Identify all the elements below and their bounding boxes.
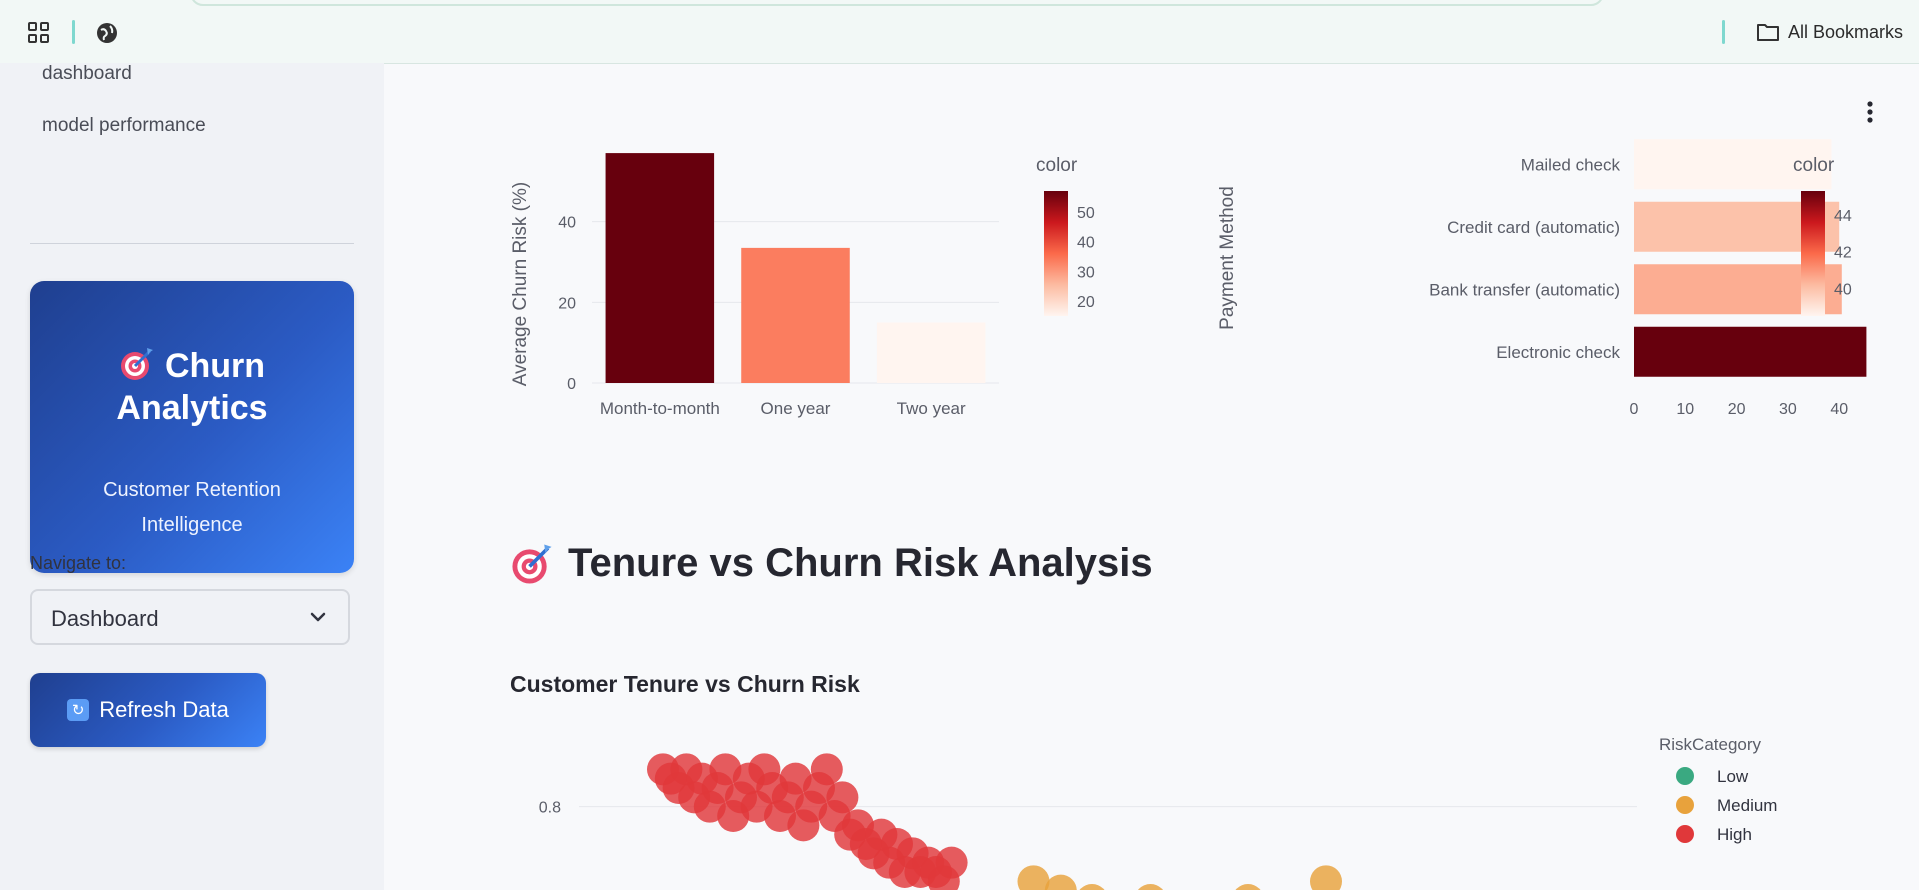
payment-y-axis-title: Payment Method: [1217, 186, 1238, 330]
sidebar-link-model-performance[interactable]: model performance: [42, 115, 206, 136]
payment-category-label: Mailed check: [1521, 155, 1621, 174]
payment-colorbar-tick: 40: [1834, 281, 1852, 298]
brand-title: Churn Analytics: [30, 345, 354, 429]
navigate-select[interactable]: Dashboard: [30, 589, 350, 645]
contract-colorbar-title: color: [1036, 155, 1078, 176]
scatter-chart-title: Customer Tenure vs Churn Risk: [510, 671, 860, 697]
sidebar-divider: [30, 243, 354, 244]
brand-title-line1: Churn: [164, 347, 266, 385]
scatter-legend-label: Medium: [1717, 796, 1777, 815]
refresh-icon: ↻: [67, 699, 90, 721]
refresh-data-label: Refresh Data: [99, 697, 229, 722]
payment-x-tick-label: 40: [1830, 401, 1848, 418]
payment-category-label: Credit card (automatic): [1447, 218, 1620, 237]
globe-icon[interactable]: [94, 20, 120, 46]
all-bookmarks-button[interactable]: All Bookmarks: [1756, 18, 1903, 46]
scatter-point-medium: [1310, 865, 1342, 890]
payment-x-tick-label: 10: [1676, 401, 1694, 418]
payment-colorbar-tick: 42: [1834, 245, 1852, 262]
contract-colorbar-bar: [1044, 191, 1068, 316]
payment-bar: [1634, 139, 1832, 190]
payment-colorbar-bar: [1801, 191, 1825, 316]
scatter-legend-title: RiskCategory: [1659, 735, 1762, 754]
payment-churn-bar-chart: Mailed check Credit card (automatic) Bank …: [1217, 139, 1867, 418]
payment-x-tick-label: 0: [1630, 401, 1639, 418]
brand-subtitle: Customer Retention Intelligence: [30, 473, 354, 543]
scatter-point-high: [810, 753, 843, 786]
more-options-icon[interactable]: [1866, 100, 1874, 124]
sidebar: dashboard model performance Churn Analyt…: [0, 63, 384, 890]
scatter-point-high: [826, 781, 859, 814]
brand-card: Churn Analytics Customer Retention Intel…: [30, 281, 354, 573]
brand-subtitle-line1: Customer Retention: [103, 479, 281, 501]
browser-toolbar: All Bookmarks: [0, 0, 1919, 64]
target-icon: [120, 348, 153, 380]
sidebar-link-dashboard[interactable]: dashboard: [42, 63, 132, 84]
navigate-label: Navigate to:: [30, 553, 127, 573]
payment-bar: [1634, 326, 1867, 377]
chevron-down-icon: [310, 612, 326, 622]
scatter-point-high: [935, 846, 968, 879]
contract-category-label: Two year: [897, 399, 966, 418]
contract-bar: [876, 322, 986, 383]
scatter-legend-label: Low: [1717, 767, 1749, 786]
section-heading: Tenure vs Churn Risk Analysis: [510, 541, 1153, 586]
contract-y-tick-label: 0: [567, 376, 576, 393]
contract-category-label: Month-to-month: [600, 399, 720, 418]
scatter-point-medium: [1235, 884, 1261, 890]
brand-title-line2: Analytics: [116, 389, 268, 427]
payment-category-label: Bank transfer (automatic): [1429, 280, 1620, 299]
contract-colorbar-tick: 50: [1077, 205, 1095, 222]
all-bookmarks-label: All Bookmarks: [1787, 21, 1903, 42]
scatter-legend-label: High: [1717, 825, 1752, 844]
payment-x-tick-label: 30: [1779, 401, 1797, 418]
toolbar-divider: [72, 20, 75, 44]
scatter-legend-marker: [1676, 796, 1694, 814]
refresh-data-button[interactable]: ↻ Refresh Data: [30, 673, 266, 747]
scatter-legend-marker: [1676, 767, 1694, 785]
contract-bar: [605, 153, 715, 383]
scatter-legend-marker: [1676, 825, 1694, 843]
payment-colorbar-tick: 44: [1834, 208, 1852, 225]
contract-bar: [741, 247, 850, 383]
contract-y-tick-label: 40: [558, 215, 576, 232]
scatter-point-medium: [1017, 865, 1050, 890]
contract-category-label: One year: [761, 399, 831, 418]
tenure-churn-scatter-chart: 0.8 RiskCategory Low Medium High: [539, 735, 1777, 890]
toolbar-divider: [1722, 20, 1725, 44]
contract-y-tick-label: 20: [558, 295, 576, 312]
apps-grid-icon[interactable]: [26, 20, 52, 46]
folder-icon: [1756, 24, 1779, 41]
contract-colorbar-tick: 30: [1077, 264, 1095, 281]
contract-colorbar-tick: 40: [1077, 235, 1095, 252]
brand-subtitle-line2: Intelligence: [141, 514, 243, 536]
address-bar[interactable]: [190, 0, 1604, 6]
target-icon: [512, 543, 552, 584]
scatter-y-tick-label: 0.8: [539, 800, 561, 817]
section-heading-text: Tenure vs Churn Risk Analysis: [568, 541, 1153, 585]
payment-category-label: Electronic check: [1496, 343, 1620, 362]
scatter-point-medium: [1138, 884, 1163, 890]
navigate-select-value: Dashboard: [51, 606, 159, 631]
payment-colorbar-title: color: [1793, 155, 1835, 176]
contract-colorbar-tick: 20: [1077, 294, 1095, 311]
contract-y-axis-title: Average Churn Risk (%): [510, 182, 531, 387]
payment-x-tick-label: 20: [1728, 401, 1746, 418]
scatter-point-medium: [1044, 874, 1077, 890]
scatter-point-medium: [1079, 884, 1105, 890]
